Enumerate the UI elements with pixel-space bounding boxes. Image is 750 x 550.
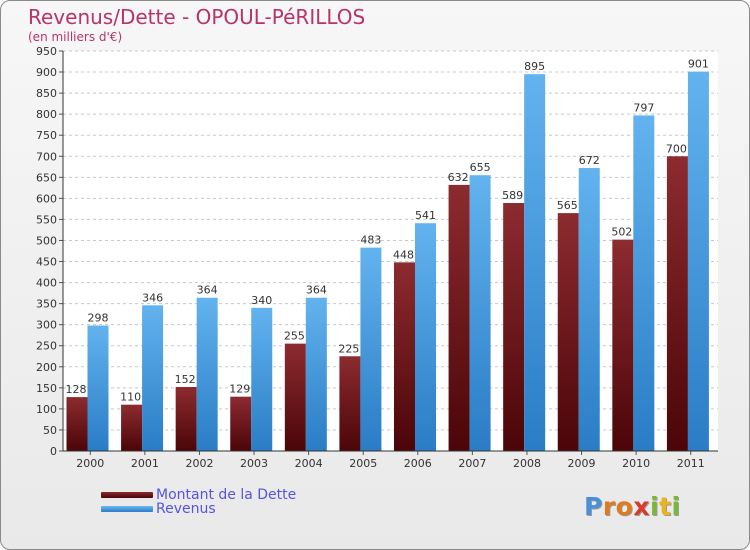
x-tick-label: 2008 (513, 457, 541, 470)
logo-letter: P (584, 492, 603, 521)
data-label-dette: 502 (611, 226, 632, 239)
x-tick-label: 2003 (240, 457, 268, 470)
proxiti-logo: Proxiti (584, 492, 681, 521)
y-tick-label: 950 (36, 45, 57, 58)
chart-title: Revenus/Dette - OPOUL-PéRILLOS (28, 5, 366, 29)
data-label-dette: 565 (557, 199, 578, 212)
data-label-revenus: 364 (197, 284, 218, 297)
bar-dette (175, 387, 197, 451)
data-label-dette: 129 (229, 383, 250, 396)
logo-letter: x (633, 492, 650, 521)
x-tick-label: 2011 (677, 457, 705, 470)
data-label-revenus: 483 (360, 234, 381, 247)
bar-dette (557, 213, 579, 451)
x-tick-label: 2004 (295, 457, 323, 470)
y-tick-label: 200 (36, 361, 57, 374)
x-tick-label: 2000 (76, 457, 104, 470)
data-label-revenus: 340 (251, 294, 272, 307)
y-tick-label: 600 (36, 192, 57, 205)
y-tick-label: 250 (36, 340, 57, 353)
data-label-dette: 589 (502, 189, 523, 202)
bar-dette (448, 184, 470, 452)
bar-dette (284, 343, 306, 451)
y-tick-label: 400 (36, 277, 57, 290)
x-tick-label: 2007 (458, 457, 486, 470)
y-tick-label: 700 (36, 150, 57, 163)
legend-item-revenus: Revenus (101, 501, 216, 517)
logo-letter: i (650, 492, 660, 521)
y-tick-label: 450 (36, 256, 57, 269)
bar-dette (666, 156, 688, 451)
x-tick-label: 2006 (404, 457, 432, 470)
data-label-dette: 225 (338, 342, 359, 355)
bar-dette (612, 239, 634, 451)
bar-dette (66, 397, 88, 451)
data-label-revenus: 298 (88, 312, 109, 325)
y-tick-label: 900 (36, 66, 57, 79)
bar-revenus (360, 247, 382, 451)
bar-revenus (687, 71, 709, 451)
data-label-revenus: 672 (579, 154, 600, 167)
logo-letter: r (602, 492, 616, 521)
y-tick-label: 650 (36, 171, 57, 184)
y-tick-label: 50 (43, 424, 57, 437)
bar-revenus (305, 297, 327, 451)
data-label-dette: 632 (448, 171, 469, 184)
logo-letter: i (671, 492, 681, 521)
bar-revenus (87, 325, 109, 451)
data-label-dette: 152 (175, 373, 196, 386)
y-tick-label: 300 (36, 319, 57, 332)
bar-dette (503, 203, 525, 451)
legend-label-revenus: Revenus (156, 501, 216, 517)
y-tick-label: 500 (36, 234, 57, 247)
data-label-dette: 128 (66, 383, 87, 396)
bar-revenus (196, 297, 218, 451)
data-label-revenus: 655 (470, 161, 491, 174)
data-label-revenus: 364 (306, 284, 327, 297)
x-tick-label: 2010 (622, 457, 650, 470)
y-tick-label: 350 (36, 298, 57, 311)
y-tick-label: 0 (50, 445, 57, 458)
bar-revenus (469, 175, 491, 452)
y-tick-label: 550 (36, 213, 57, 226)
legend-swatch-dette (101, 492, 153, 498)
plot-background (63, 51, 718, 451)
legend-label-dette: Montant de la Dette (156, 487, 297, 503)
bar-revenus (633, 115, 655, 451)
bar-dette (394, 262, 415, 451)
y-tick-label: 850 (36, 87, 57, 100)
logo-letter: o (615, 492, 634, 521)
x-tick-label: 2002 (185, 457, 213, 470)
data-label-revenus: 901 (688, 58, 709, 71)
data-label-revenus: 895 (524, 60, 545, 73)
bar-dette (230, 396, 252, 451)
logo-letter: t (659, 492, 672, 521)
x-tick-label: 2009 (568, 457, 596, 470)
x-tick-label: 2001 (131, 457, 159, 470)
x-tick-label: 2005 (349, 457, 377, 470)
bar-dette (121, 404, 143, 451)
y-tick-label: 800 (36, 108, 57, 121)
bar-revenus (578, 168, 600, 452)
data-label-revenus: 541 (415, 209, 436, 222)
bar-revenus (251, 307, 273, 451)
y-tick-label: 150 (36, 382, 57, 395)
chart-subtitle: (en milliers d'€) (28, 30, 123, 44)
data-label-dette: 448 (393, 248, 414, 261)
data-label-dette: 255 (284, 330, 305, 343)
data-label-dette: 700 (666, 142, 687, 155)
y-tick-label: 100 (36, 403, 57, 416)
bar-revenus (142, 305, 164, 451)
y-tick-label: 750 (36, 129, 57, 142)
bar-dette (339, 356, 361, 451)
legend-item-dette: Montant de la Dette (101, 487, 296, 503)
bar-revenus (415, 223, 436, 451)
data-label-revenus: 346 (142, 291, 163, 304)
data-label-revenus: 797 (633, 101, 654, 114)
data-label-dette: 110 (120, 391, 141, 404)
bar-revenus (524, 74, 546, 451)
legend-swatch-revenus (101, 506, 153, 512)
